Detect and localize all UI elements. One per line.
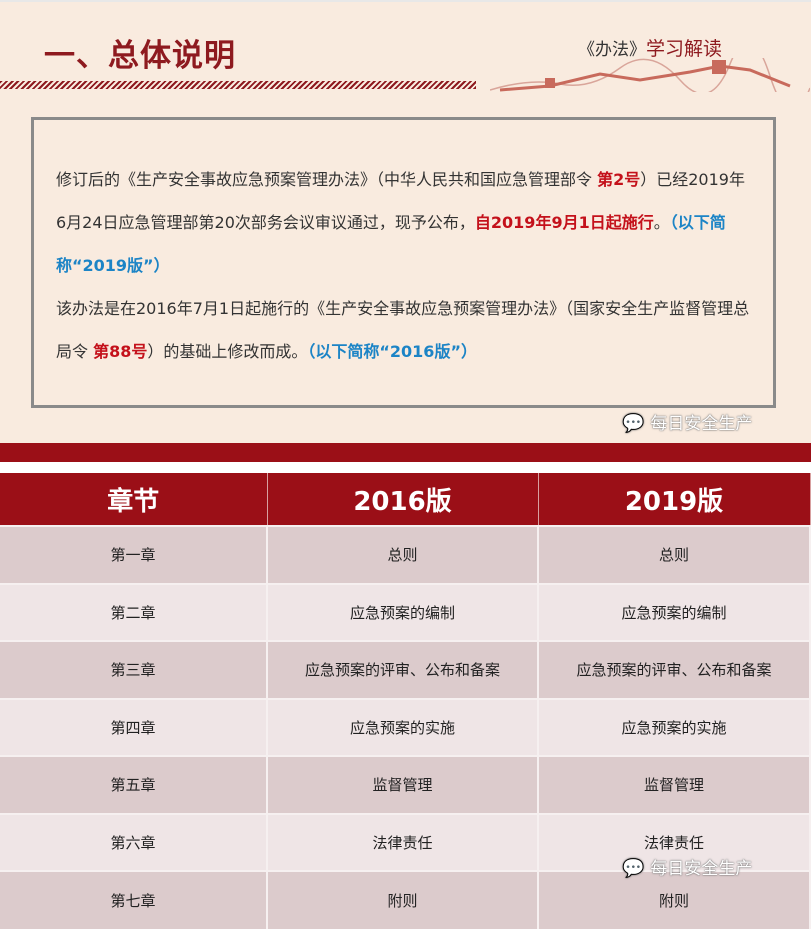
table-row: 第一章 总则 总则 xyxy=(0,525,811,584)
wechat-icon: 💬 xyxy=(622,413,645,434)
table-row: 第六章 法律责任 法律责任 xyxy=(0,812,811,871)
section-subtitle: 《办法》学习解读 xyxy=(578,34,722,61)
subtitle-bracket: 《办法》 xyxy=(578,40,646,60)
cell-chapter: 第一章 xyxy=(0,525,268,584)
cell-2016: 应急预案的编制 xyxy=(267,582,539,641)
red-highlight: 第2号 xyxy=(597,170,641,189)
great-wall-illustration xyxy=(490,58,810,92)
intro-paragraph-2: 该办法是在2016年7月1日起施行的《生产安全事故应急预案管理办法》（国家安全生… xyxy=(56,287,751,373)
subtitle-text: 学习解读 xyxy=(646,38,723,60)
red-highlight: 第88号 xyxy=(93,342,148,361)
cell-2016: 监督管理 xyxy=(267,755,539,814)
intro-paragraph-1: 修订后的《生产安全事故应急预案管理办法》（中华人民共和国应急管理部令 第2号）已… xyxy=(56,158,751,287)
red-band xyxy=(0,443,811,462)
cell-2016: 应急预案的实施 xyxy=(267,697,539,756)
cell-chapter: 第二章 xyxy=(0,582,268,641)
hatched-divider xyxy=(0,81,476,89)
text-segment: ）已经2019年6月24日应急管理部第20次部务会议审议通过，现予公布， xyxy=(56,170,745,232)
red-highlight: 自2019年9月1日起施行 xyxy=(474,213,654,232)
cell-2019: 监督管理 xyxy=(538,755,811,814)
watermark-text: 每日安全生产 xyxy=(650,414,753,434)
cell-2016: 附则 xyxy=(267,870,539,929)
header-chapter: 章节 xyxy=(0,473,268,526)
cell-2019: 应急预案的编制 xyxy=(538,582,811,641)
cell-2016: 应急预案的评审、公布和备案 xyxy=(267,640,539,699)
blue-highlight: （以下简称“2019版”） xyxy=(56,213,726,275)
chapter-comparison-table: 章节 2016版 2019版 第一章 总则 总则 第二章 应急预案的编制 应急预案的编制第… xyxy=(0,473,811,929)
cell-2019: 法律责任 xyxy=(538,812,811,871)
watermark-bottom: 💬 每日安全生产 xyxy=(622,858,753,880)
cell-chapter: 第三章 xyxy=(0,640,268,699)
table-row: 第二章 应急预案的编制 应急预案的编制 xyxy=(0,582,811,641)
text-segment: 修订后的《生产安全事故应急预案管理办法》（中华人民共和国应急管理部令 xyxy=(56,170,598,189)
cell-2019: 总则 xyxy=(538,525,811,584)
header-2016: 2016版 xyxy=(267,473,539,526)
blue-highlight: （以下简称“2016版”） xyxy=(307,342,477,361)
text-segment: ）的基础上修改而成。 xyxy=(147,342,308,361)
section-title: 一、总体说明 xyxy=(44,38,236,74)
table-row: 第五章 监督管理 监督管理 xyxy=(0,755,811,814)
summary-section: 一、总体说明 《办法》学习解读 修订后的《生产安全事故应急预案管理办法》（中华人… xyxy=(0,0,811,443)
watermark-text: 每日安全生产 xyxy=(650,859,753,879)
cell-chapter: 第六章 xyxy=(0,812,268,871)
cell-2016: 总则 xyxy=(267,525,539,584)
wechat-icon: 💬 xyxy=(622,858,645,879)
table-row: 第七章 附则 附则 xyxy=(0,870,811,929)
header-2019: 2019版 xyxy=(538,473,811,526)
cell-2016: 法律责任 xyxy=(267,812,539,871)
cell-chapter: 第七章 xyxy=(0,870,268,929)
text-segment: 。 xyxy=(653,213,670,232)
cell-2019: 应急预案的评审、公布和备案 xyxy=(538,640,811,699)
table-row: 第四章 应急预案的实施 应急预案的实施 xyxy=(0,697,811,756)
cell-chapter: 第五章 xyxy=(0,755,268,814)
intro-box: 修订后的《生产安全事故应急预案管理办法》（中华人民共和国应急管理部令 第2号）已… xyxy=(31,117,776,408)
text-segment: 该办法是在2016年7月1日起施行的《生产安全事故应急预案管理办法》（国家安全生… xyxy=(56,299,750,361)
table-row: 第三章 应急预案的评审、公布和备案 应急预案的评审、公布和备案 xyxy=(0,640,811,699)
cell-2019: 应急预案的实施 xyxy=(538,697,811,756)
cell-2019: 附则 xyxy=(538,870,811,929)
cell-chapter: 第四章 xyxy=(0,697,268,756)
watermark: 💬 每日安全生产 xyxy=(622,413,753,435)
